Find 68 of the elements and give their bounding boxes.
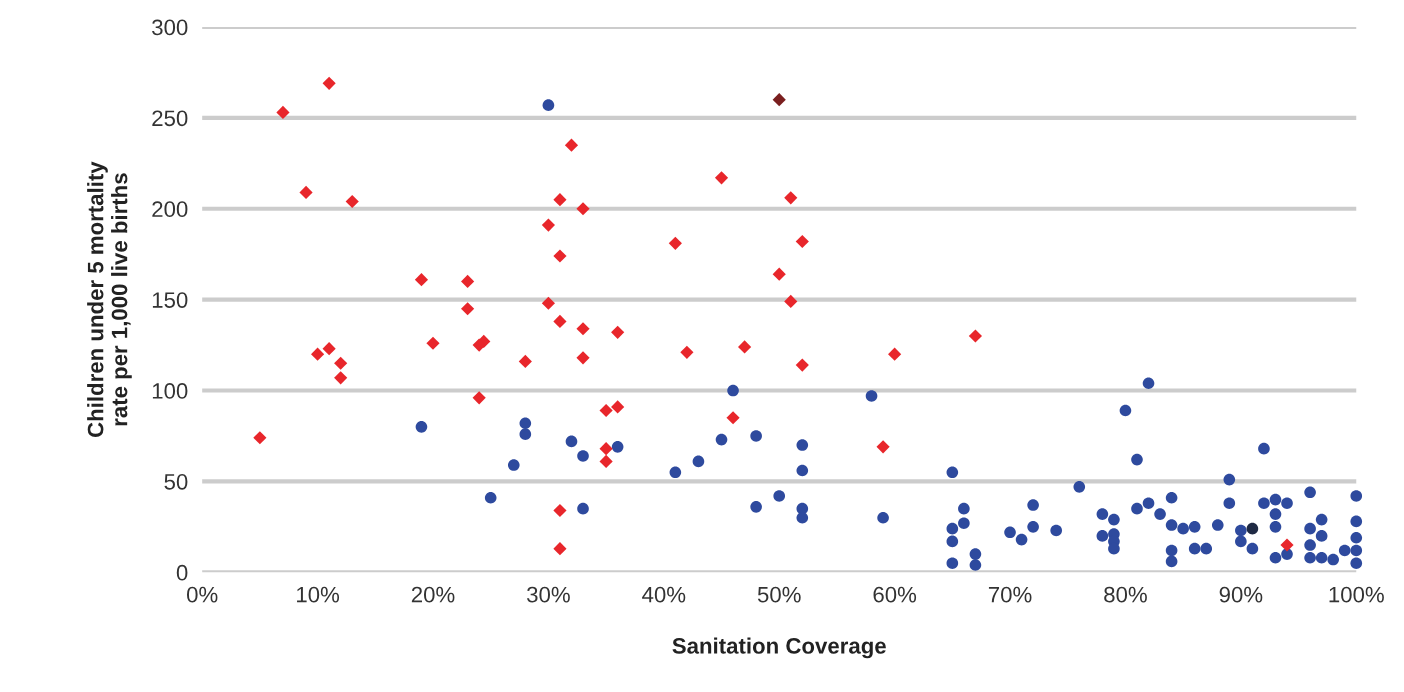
y-tick-label: 250 [152,110,188,127]
y-tick-label: 300 [152,19,188,36]
point [253,431,267,445]
point [472,338,486,352]
x-tick-label: 30% [527,586,570,603]
point [472,391,486,405]
point [611,400,625,414]
x-tick-label: 10% [297,586,340,603]
point [553,249,567,263]
x-tick-label: 60% [873,586,917,603]
point [599,442,613,456]
point [611,325,625,339]
y-tick-label: 200 [152,201,188,218]
point [276,105,290,120]
point [414,273,429,287]
point [772,93,786,107]
point [876,440,890,454]
point [299,185,313,199]
point [322,342,336,356]
point [1246,522,1259,535]
point [772,267,786,281]
point [680,345,694,359]
x-tick-label: 50% [757,586,801,603]
point [518,354,532,369]
point [564,138,579,152]
point [784,294,798,309]
point [576,351,590,365]
point [968,329,982,343]
point [541,218,555,232]
y-tick-label: 150 [152,292,188,308]
point [461,302,475,316]
x-tick-label: 100% [1329,586,1384,603]
point [726,411,740,425]
point [888,347,902,361]
point [599,454,613,468]
x-tick-label: 40% [642,586,686,603]
point [795,234,809,249]
point [668,236,682,250]
point [311,347,325,361]
x-tick-label: 0% [186,586,218,603]
y-tick-label: 0 [176,564,188,581]
x-axis-title: Sanitation Coverage [672,637,886,659]
x-tick-label: 20% [411,586,455,603]
point [553,193,567,207]
point [738,340,752,354]
x-tick-label: 70% [988,586,1032,603]
point [714,171,729,185]
x-tick-label: 80% [1104,586,1147,603]
y-tick-label: 100 [152,383,188,399]
point [599,403,613,418]
point [553,503,567,518]
point [461,274,475,289]
y-axis-title: Children under 5 mortality rate per 1,000 live births [87,161,132,438]
point [1280,538,1294,552]
point [576,202,590,216]
point [345,194,359,209]
point [426,336,440,350]
y-tick-label: 50 [164,473,188,490]
point [784,191,798,205]
point [541,296,555,310]
point [576,322,590,336]
point [795,358,809,372]
point [334,356,348,370]
point [553,542,567,556]
x-tick-label: 90% [1219,586,1263,603]
point [334,371,348,385]
point [322,76,336,90]
point [553,314,567,329]
